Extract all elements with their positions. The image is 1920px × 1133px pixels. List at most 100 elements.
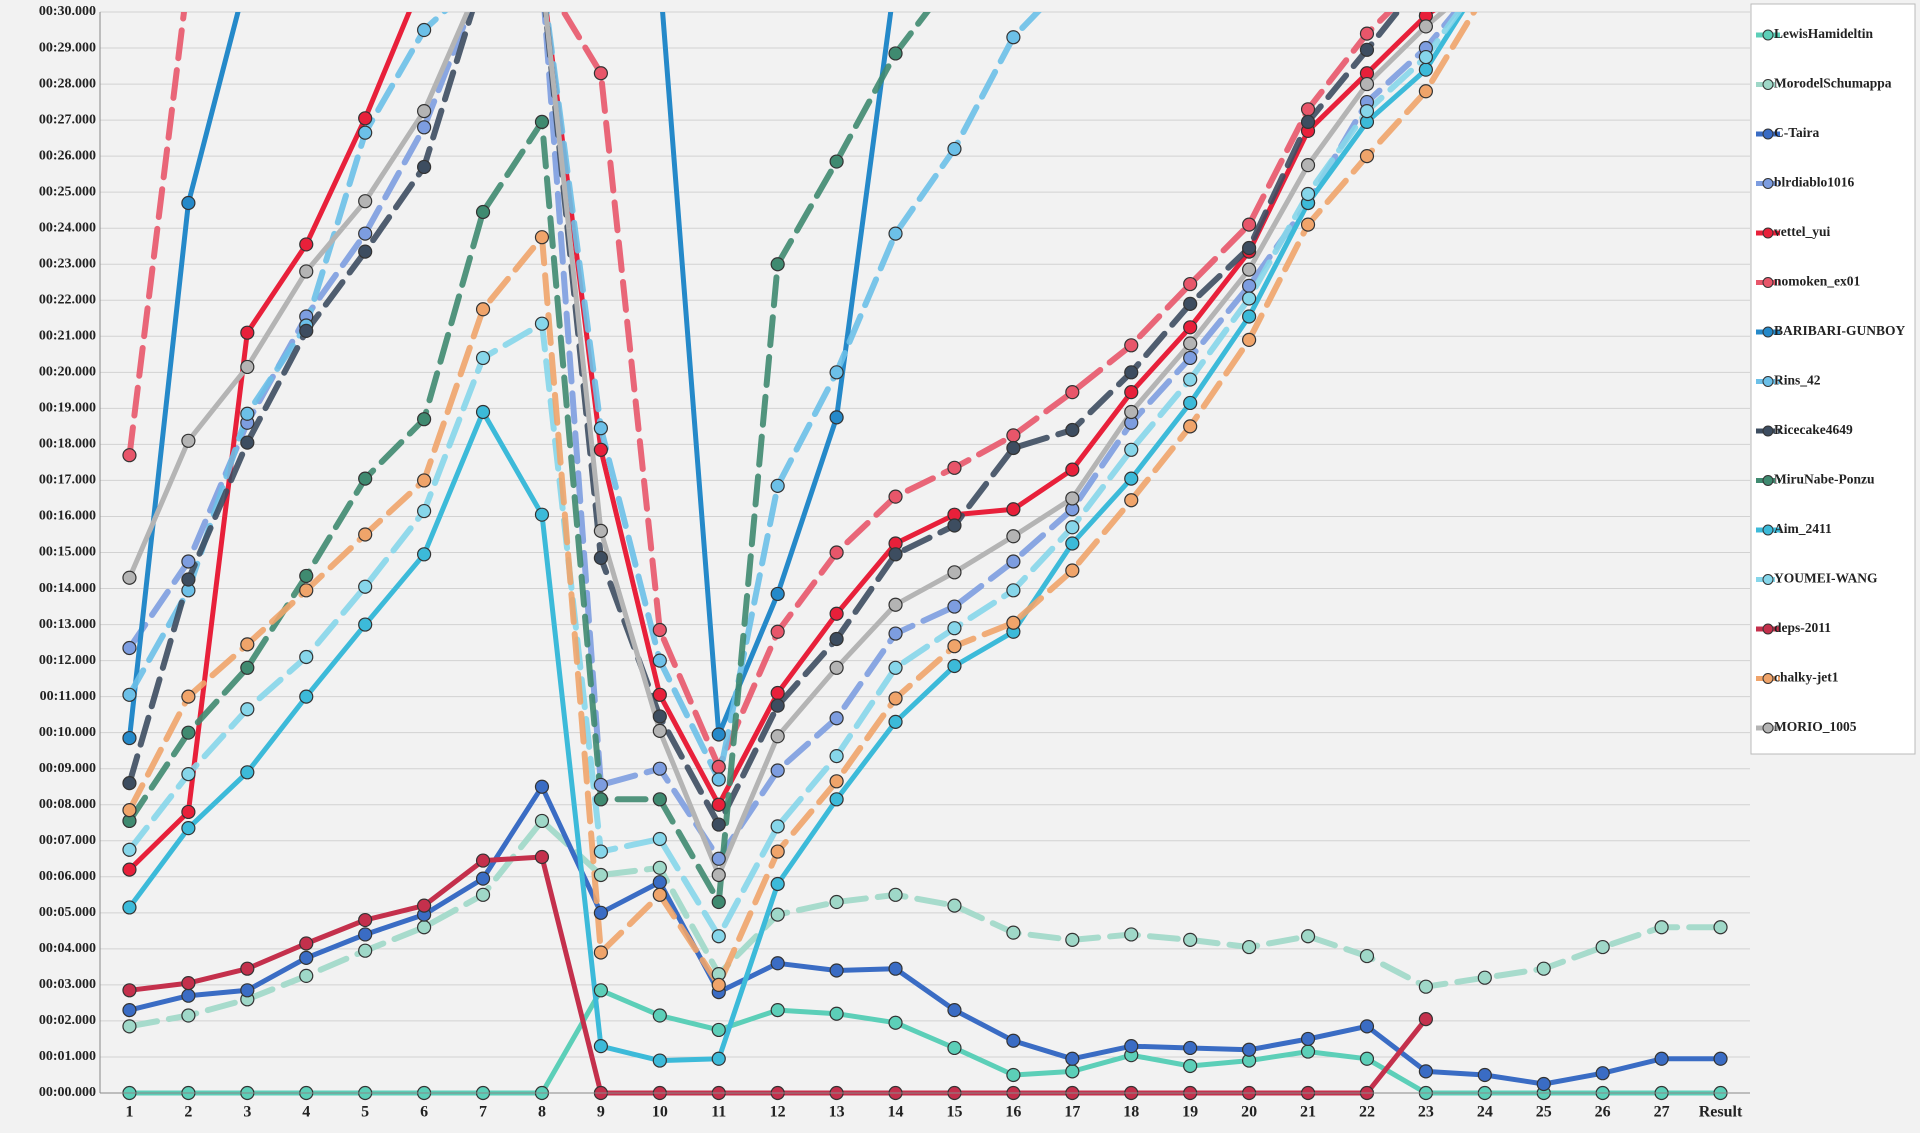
y-tick-label: 00:00.000 <box>39 1085 96 1100</box>
data-point <box>181 572 196 587</box>
data-point <box>1242 1042 1257 1057</box>
data-point <box>888 887 903 902</box>
data-point <box>711 797 726 812</box>
legend-marker <box>1762 574 1774 585</box>
y-tick-label: 00:02.000 <box>39 1013 96 1028</box>
data-point <box>829 774 844 789</box>
data-point <box>770 257 785 272</box>
series-line <box>126 12 1394 770</box>
data-point <box>652 792 667 807</box>
legend-label: deps-2011 <box>1774 620 1831 635</box>
data-point <box>1359 149 1375 164</box>
data-point <box>1006 428 1021 443</box>
data-point <box>358 111 373 126</box>
data-point <box>358 226 373 241</box>
data-point <box>1418 19 1433 34</box>
y-tick-label: 00:09.000 <box>39 761 96 776</box>
data-point <box>711 727 726 742</box>
y-tick-label: 00:27.000 <box>39 112 96 127</box>
data-point <box>1065 563 1080 578</box>
data-point <box>1065 462 1080 477</box>
legend-label: Rins_42 <box>1774 373 1821 388</box>
x-tick-label: Result <box>1699 1104 1743 1121</box>
data-point <box>593 777 608 793</box>
legend-marker <box>1762 178 1774 189</box>
data-point <box>770 876 785 892</box>
axes: 00:00.000 00:01.000 00:02.000 00:03.000 00:0… <box>39 4 1750 1121</box>
data-point <box>1124 493 1139 508</box>
legend-label: C-Taira <box>1774 125 1820 140</box>
data-point <box>181 988 196 1003</box>
y-tick-label: 00:11.000 <box>40 689 96 704</box>
data-point <box>1300 186 1316 202</box>
data-point <box>947 639 962 654</box>
data-point <box>181 725 196 740</box>
data-point <box>888 489 903 504</box>
data-point <box>593 442 608 457</box>
data-point <box>299 583 314 598</box>
data-point <box>1654 1051 1669 1066</box>
data-point <box>947 599 962 614</box>
data-point <box>711 977 726 993</box>
data-point <box>652 1008 667 1023</box>
data-point <box>358 125 373 140</box>
data-point <box>122 776 137 791</box>
data-point <box>1713 1051 1728 1066</box>
data-point <box>593 792 608 807</box>
data-point <box>1124 404 1139 420</box>
data-point <box>1065 520 1080 535</box>
data-point <box>181 804 196 820</box>
data-point <box>1477 970 1492 985</box>
x-tick-label: 24 <box>1477 1104 1493 1121</box>
data-point <box>593 844 608 859</box>
x-tick-label: 22 <box>1359 1104 1375 1121</box>
legend-label: MorodelSchumappa <box>1774 76 1892 91</box>
data-point <box>475 853 491 868</box>
y-tick-label: 00:23.000 <box>39 256 96 271</box>
data-point <box>240 637 255 652</box>
data-point <box>829 410 844 425</box>
data-point <box>1124 927 1139 942</box>
legend-label: Ricecake4649 <box>1774 422 1853 437</box>
data-point <box>652 723 667 738</box>
y-tick-label: 00:12.000 <box>39 653 96 668</box>
data-point <box>1242 939 1257 955</box>
y-tick-label: 00:22.000 <box>39 292 96 307</box>
y-tick-label: 00:26.000 <box>39 148 96 163</box>
data-point <box>1242 332 1257 348</box>
data-point <box>358 527 373 542</box>
data-point <box>1359 1051 1375 1066</box>
data-point <box>181 433 196 448</box>
data-point <box>1183 336 1198 351</box>
data-point <box>299 237 314 252</box>
data-point <box>1359 103 1375 119</box>
data-point <box>1006 554 1021 569</box>
data-point <box>711 1022 726 1038</box>
series-line <box>126 12 1463 940</box>
data-point <box>122 1003 137 1018</box>
y-tick-label: 00:16.000 <box>39 509 96 524</box>
data-point <box>417 22 432 38</box>
data-point <box>534 316 550 331</box>
x-tick-label: 10 <box>652 1104 668 1121</box>
x-tick-label: 20 <box>1241 1104 1257 1121</box>
data-point <box>1065 1051 1080 1066</box>
data-point <box>122 1019 137 1034</box>
data-point <box>1477 1067 1492 1083</box>
data-point <box>1183 320 1198 335</box>
data-point <box>1006 440 1021 456</box>
data-point <box>122 803 137 818</box>
data-point <box>1183 296 1198 311</box>
x-tick-label: 17 <box>1064 1104 1080 1121</box>
data-point <box>181 195 196 211</box>
y-tick-label: 00:01.000 <box>39 1049 96 1064</box>
data-point <box>240 961 255 976</box>
data-point <box>417 103 432 119</box>
series-line <box>127 12 1447 878</box>
data-point <box>770 478 785 493</box>
data-point <box>1359 76 1375 92</box>
data-point <box>417 412 432 427</box>
y-tick-label: 00:04.000 <box>39 941 96 956</box>
data-point <box>181 975 196 991</box>
data-point <box>122 687 137 702</box>
